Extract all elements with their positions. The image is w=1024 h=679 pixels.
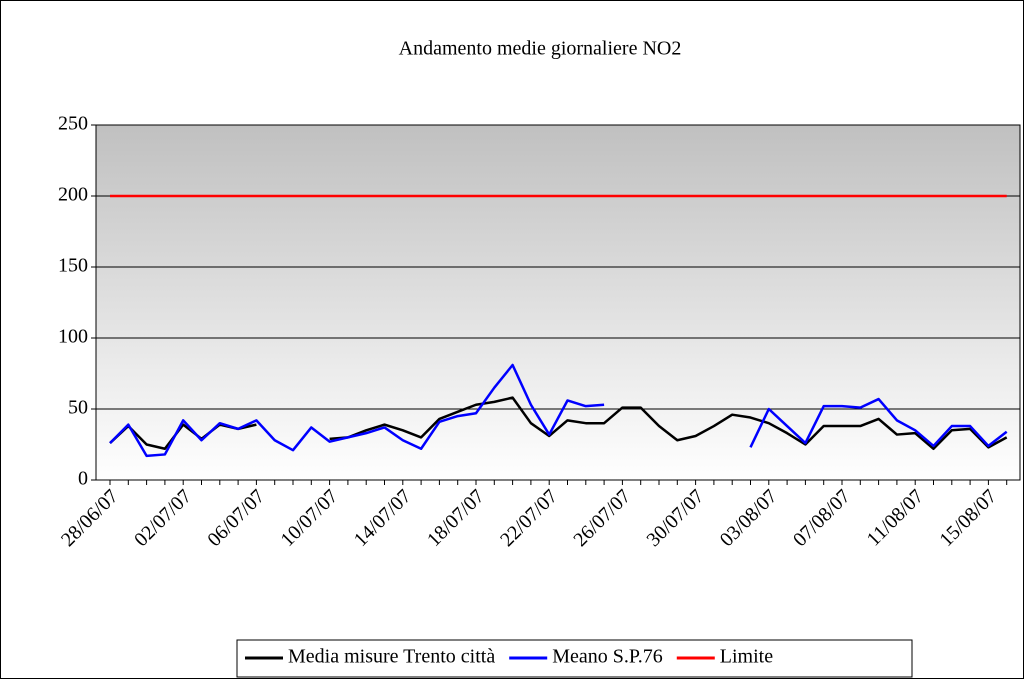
chart-title: Andamento medie giornaliere NO2 — [399, 38, 682, 60]
y-tick-label: 100 — [58, 326, 88, 348]
plot-area — [95, 124, 1021, 481]
legend-label: Meano S.P.76 — [552, 646, 663, 668]
legend-label: Media misure Trento città — [288, 646, 495, 668]
legend — [236, 639, 913, 678]
legend-label: Limite — [720, 646, 773, 668]
y-tick-label: 150 — [58, 255, 88, 277]
y-tick-label: 250 — [58, 113, 88, 135]
series-line — [109, 363, 1008, 458]
y-tick-label: 50 — [68, 397, 88, 419]
y-tick-label: 200 — [58, 184, 88, 206]
y-tick-label: 0 — [78, 468, 88, 490]
